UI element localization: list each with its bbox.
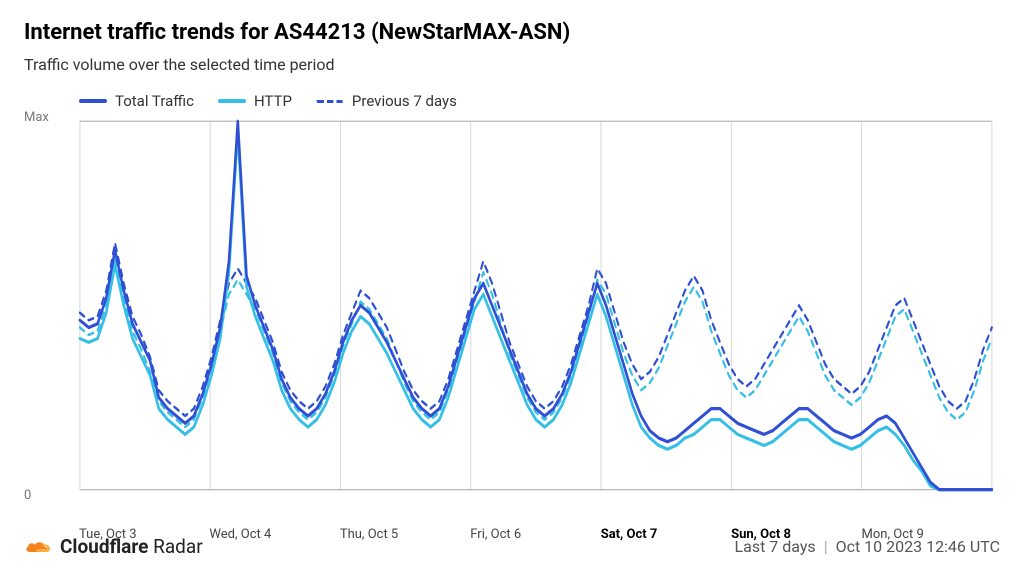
legend-label: Previous 7 days: [352, 92, 457, 110]
legend-item[interactable]: Total Traffic: [79, 92, 194, 110]
x-tick-label: Tue, Oct 3: [79, 521, 209, 542]
legend-item[interactable]: HTTP: [218, 92, 292, 110]
series-total_traffic: [80, 121, 992, 489]
line-chart: [24, 116, 1000, 521]
x-tick-label: Thu, Oct 5: [340, 521, 470, 542]
legend-swatch: [316, 100, 344, 103]
y-label-max: Max: [24, 110, 49, 125]
page-title: Internet traffic trends for AS44213 (New…: [24, 20, 1000, 45]
page-subtitle: Traffic volume over the selected time pe…: [24, 55, 1000, 74]
x-tick-label: Sun, Oct 8: [731, 521, 861, 542]
x-tick-label: Mon, Oct 9: [862, 521, 992, 542]
legend-swatch: [79, 99, 107, 103]
legend-label: Total Traffic: [115, 92, 194, 110]
x-axis: Tue, Oct 3Wed, Oct 4Thu, Oct 5Fri, Oct 6…: [79, 521, 992, 542]
x-tick-label: Wed, Oct 4: [209, 521, 339, 542]
series-prev_total: [80, 243, 992, 416]
x-tick-label: Fri, Oct 6: [470, 521, 600, 542]
legend-label: HTTP: [254, 92, 292, 110]
chart-area: Max 0 Tue, Oct 3Wed, Oct 4Thu, Oct 5Fri,…: [24, 116, 1000, 521]
cloudflare-icon: [24, 537, 52, 557]
chart-legend: Total Traffic HTTP Previous 7 days: [79, 92, 1000, 110]
y-label-zero: 0: [24, 488, 31, 503]
legend-swatch: [218, 99, 246, 103]
x-tick-label: Sat, Oct 7: [601, 521, 731, 542]
legend-item[interactable]: Previous 7 days: [316, 92, 457, 110]
